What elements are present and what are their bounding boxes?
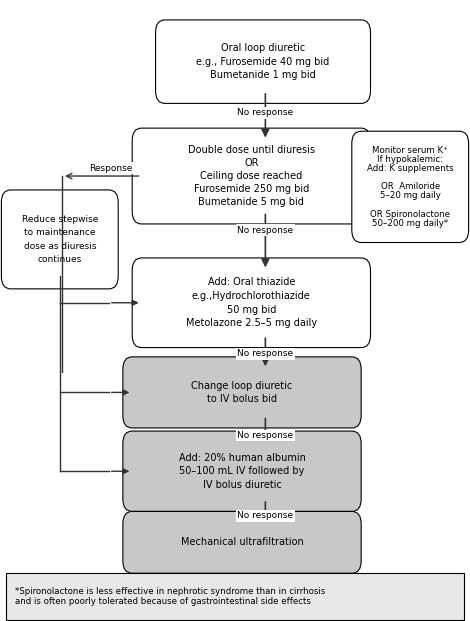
FancyBboxPatch shape xyxy=(156,20,370,103)
FancyBboxPatch shape xyxy=(132,258,370,348)
Text: Bumetanide 1 mg bid: Bumetanide 1 mg bid xyxy=(210,70,316,80)
Text: 5–20 mg daily: 5–20 mg daily xyxy=(380,191,441,201)
Text: No response: No response xyxy=(237,225,293,235)
FancyBboxPatch shape xyxy=(6,573,464,620)
FancyBboxPatch shape xyxy=(123,431,361,512)
Text: 50–200 mg daily*: 50–200 mg daily* xyxy=(372,219,448,228)
Text: Furosemide 250 mg bid: Furosemide 250 mg bid xyxy=(194,184,309,194)
Text: Add: 20% human albumin: Add: 20% human albumin xyxy=(179,453,306,463)
Text: No response: No response xyxy=(237,108,293,117)
Text: Bumetanide 5 mg bid: Bumetanide 5 mg bid xyxy=(198,197,304,207)
Text: No response: No response xyxy=(237,511,293,520)
Text: continues: continues xyxy=(38,255,82,265)
FancyBboxPatch shape xyxy=(132,128,370,224)
FancyBboxPatch shape xyxy=(123,512,361,573)
Text: 50 mg bid: 50 mg bid xyxy=(227,304,276,315)
Text: IV bolus diuretic: IV bolus diuretic xyxy=(203,480,282,490)
Text: OR  Amiloride: OR Amiloride xyxy=(381,183,440,191)
Text: *Spironolactone is less effective in nephrotic syndrome than in cirrhosis
and is: *Spironolactone is less effective in nep… xyxy=(16,587,326,606)
Text: Oral loop diuretic: Oral loop diuretic xyxy=(221,43,305,53)
Text: to maintenance: to maintenance xyxy=(24,228,95,237)
Text: OR: OR xyxy=(244,158,258,168)
Text: If hypokalemic:: If hypokalemic: xyxy=(377,155,443,164)
Text: Reduce stepwise: Reduce stepwise xyxy=(22,214,98,224)
FancyBboxPatch shape xyxy=(352,131,469,242)
Text: Metolazone 2.5–5 mg daily: Metolazone 2.5–5 mg daily xyxy=(186,318,317,328)
Text: Double dose until diuresis: Double dose until diuresis xyxy=(188,145,315,155)
Text: e.g.,Hydrochlorothiazide: e.g.,Hydrochlorothiazide xyxy=(192,291,311,301)
Text: Mechanical ultrafiltration: Mechanical ultrafiltration xyxy=(180,537,303,547)
Text: OR Spironolactone: OR Spironolactone xyxy=(370,210,450,219)
FancyBboxPatch shape xyxy=(123,357,361,428)
FancyBboxPatch shape xyxy=(1,190,118,289)
Text: e.g., Furosemide 40 mg bid: e.g., Furosemide 40 mg bid xyxy=(196,57,329,66)
Text: No response: No response xyxy=(237,431,293,440)
Text: Ceiling dose reached: Ceiling dose reached xyxy=(200,171,303,181)
Text: Monitor serum K⁺: Monitor serum K⁺ xyxy=(372,146,448,155)
Text: 50–100 mL IV followed by: 50–100 mL IV followed by xyxy=(180,466,305,476)
Text: Add: K supplements: Add: K supplements xyxy=(367,164,454,173)
Text: Change loop diuretic: Change loop diuretic xyxy=(191,381,293,391)
Text: Add: Oral thiazide: Add: Oral thiazide xyxy=(208,278,295,288)
Text: Response: Response xyxy=(89,164,133,173)
Text: No response: No response xyxy=(237,349,293,358)
Text: to IV bolus bid: to IV bolus bid xyxy=(207,394,277,404)
Text: dose as diuresis: dose as diuresis xyxy=(24,242,96,251)
